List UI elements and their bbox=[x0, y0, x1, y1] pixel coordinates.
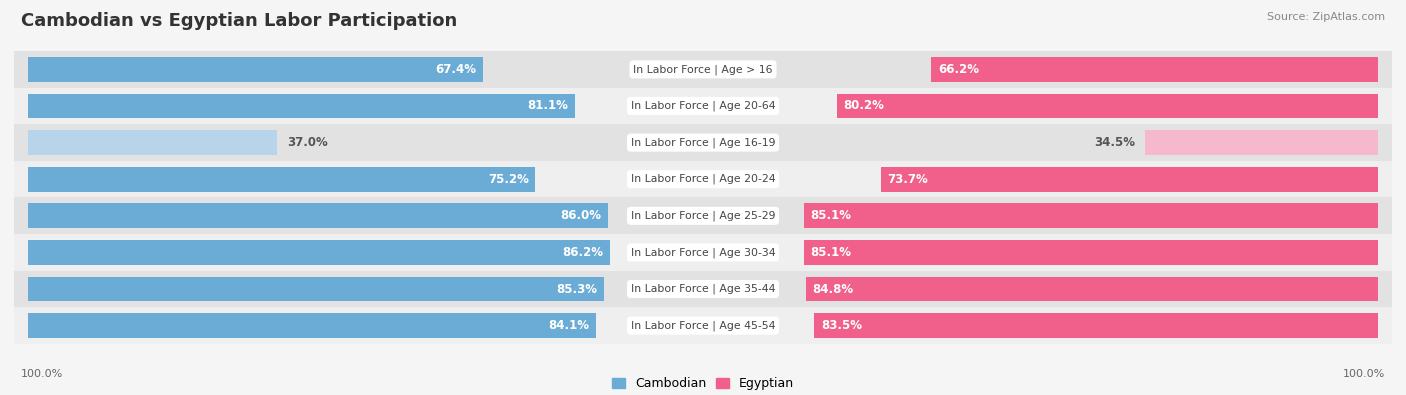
Bar bbox=[837, 94, 1378, 118]
Legend: Cambodian, Egyptian: Cambodian, Egyptian bbox=[607, 372, 799, 395]
Text: 81.1%: 81.1% bbox=[527, 100, 568, 113]
Text: 100.0%: 100.0% bbox=[1343, 369, 1385, 379]
Bar bbox=[28, 167, 536, 192]
Bar bbox=[804, 203, 1378, 228]
Bar bbox=[806, 276, 1378, 301]
Text: 83.5%: 83.5% bbox=[821, 319, 862, 332]
Bar bbox=[804, 240, 1378, 265]
Bar bbox=[28, 130, 277, 155]
Text: 67.4%: 67.4% bbox=[434, 63, 477, 76]
Text: 85.1%: 85.1% bbox=[810, 209, 852, 222]
Bar bbox=[880, 167, 1378, 192]
Text: 85.1%: 85.1% bbox=[810, 246, 852, 259]
Text: 73.7%: 73.7% bbox=[887, 173, 928, 186]
Text: 75.2%: 75.2% bbox=[488, 173, 529, 186]
Bar bbox=[11, 307, 1395, 344]
Text: 84.1%: 84.1% bbox=[548, 319, 589, 332]
Text: 37.0%: 37.0% bbox=[288, 136, 329, 149]
Text: 100.0%: 100.0% bbox=[21, 369, 63, 379]
Bar bbox=[28, 313, 596, 338]
Bar bbox=[11, 271, 1395, 307]
Text: 80.2%: 80.2% bbox=[844, 100, 884, 113]
Text: In Labor Force | Age 20-64: In Labor Force | Age 20-64 bbox=[631, 101, 775, 111]
Bar bbox=[28, 203, 609, 228]
Bar bbox=[11, 161, 1395, 198]
Text: 86.0%: 86.0% bbox=[561, 209, 602, 222]
Text: 84.8%: 84.8% bbox=[813, 282, 853, 295]
Bar bbox=[28, 94, 575, 118]
Text: 34.5%: 34.5% bbox=[1094, 136, 1135, 149]
Text: In Labor Force | Age 20-24: In Labor Force | Age 20-24 bbox=[631, 174, 775, 184]
Bar bbox=[11, 51, 1395, 88]
Bar bbox=[11, 198, 1395, 234]
Text: In Labor Force | Age 16-19: In Labor Force | Age 16-19 bbox=[631, 137, 775, 148]
Text: In Labor Force | Age > 16: In Labor Force | Age > 16 bbox=[633, 64, 773, 75]
Text: In Labor Force | Age 30-34: In Labor Force | Age 30-34 bbox=[631, 247, 775, 258]
Text: Cambodian vs Egyptian Labor Participation: Cambodian vs Egyptian Labor Participatio… bbox=[21, 12, 457, 30]
Bar bbox=[814, 313, 1378, 338]
Bar bbox=[931, 57, 1378, 82]
Text: 66.2%: 66.2% bbox=[938, 63, 979, 76]
Bar bbox=[11, 234, 1395, 271]
Text: In Labor Force | Age 45-54: In Labor Force | Age 45-54 bbox=[631, 320, 775, 331]
Text: 85.3%: 85.3% bbox=[555, 282, 598, 295]
Bar bbox=[28, 276, 603, 301]
Text: 86.2%: 86.2% bbox=[562, 246, 603, 259]
Bar bbox=[28, 240, 610, 265]
Bar bbox=[1146, 130, 1378, 155]
Bar bbox=[11, 88, 1395, 124]
Text: In Labor Force | Age 35-44: In Labor Force | Age 35-44 bbox=[631, 284, 775, 294]
Bar bbox=[11, 124, 1395, 161]
Text: In Labor Force | Age 25-29: In Labor Force | Age 25-29 bbox=[631, 211, 775, 221]
Text: Source: ZipAtlas.com: Source: ZipAtlas.com bbox=[1267, 12, 1385, 22]
Bar bbox=[28, 57, 482, 82]
